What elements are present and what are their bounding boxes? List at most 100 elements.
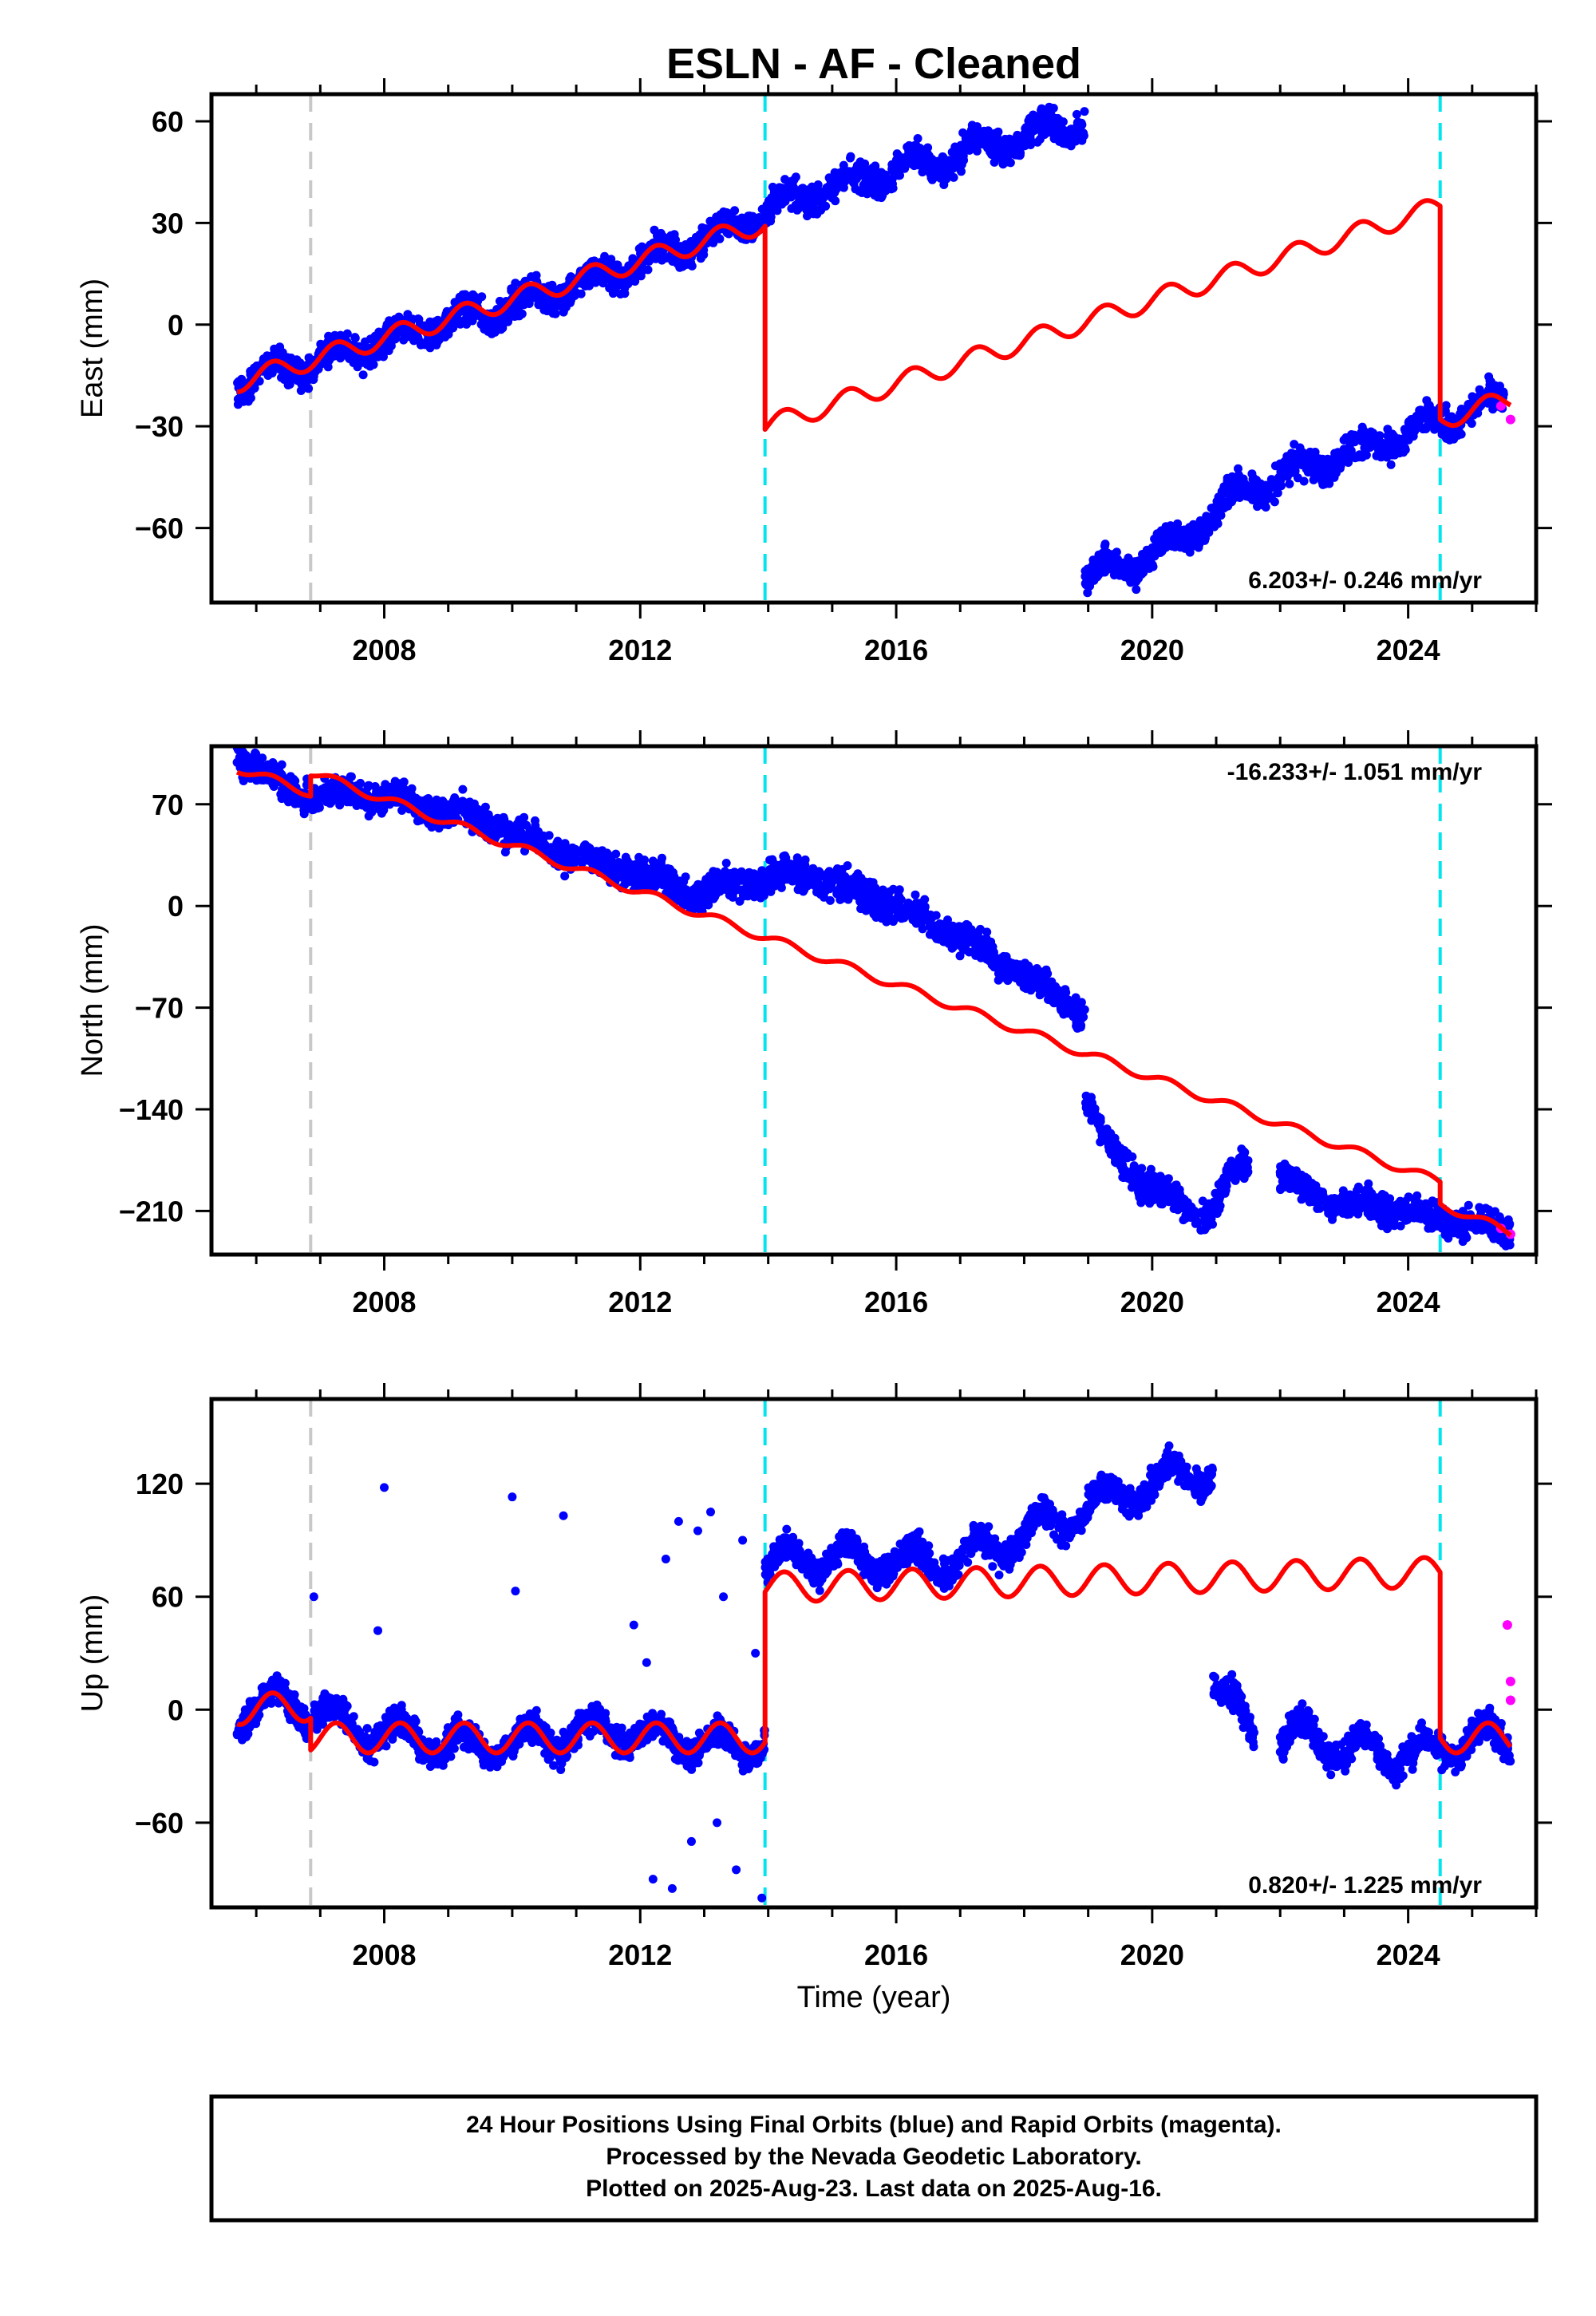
- final-orbit-point-north-1: [1026, 986, 1036, 995]
- final-orbit-point-east-2: [1270, 461, 1280, 471]
- final-orbit-point-north-1: [751, 886, 760, 895]
- final-orbit-point-east-1: [1080, 107, 1089, 117]
- final-orbit-point-east-0: [233, 378, 243, 388]
- y-tick-label-east: 30: [152, 207, 184, 239]
- final-orbit-point-east-2: [1189, 520, 1199, 530]
- final-orbit-point-north-1: [703, 899, 713, 909]
- final-orbit-point-north-1: [721, 859, 731, 868]
- final-orbit-point-north-1: [952, 937, 962, 947]
- final-orbit-point-east-0: [246, 393, 255, 403]
- final-orbit-point-north-0: [397, 806, 407, 815]
- y-tick-label-east: 60: [152, 105, 184, 138]
- final-orbit-point-north-1: [999, 951, 1009, 961]
- final-orbit-point-east-1: [1073, 118, 1082, 127]
- final-orbit-point-east-0: [643, 265, 653, 275]
- panel-frame-east: [209, 92, 1539, 605]
- final-orbit-point-east-1: [1025, 132, 1035, 141]
- final-orbit-point-east-0: [361, 354, 370, 364]
- final-orbit-point-north-0: [642, 879, 651, 888]
- final-orbit-point-east-0: [349, 354, 358, 364]
- final-orbit-point-east-1: [1037, 104, 1046, 113]
- final-orbit-point-east-2: [1403, 433, 1412, 443]
- final-orbit-point-north-1: [776, 883, 786, 892]
- final-orbit-point-east-2: [1424, 417, 1434, 426]
- final-orbit-point-north-0: [338, 785, 348, 795]
- final-orbit-point-east-0: [296, 386, 306, 395]
- final-orbit-point-east-0: [730, 206, 740, 215]
- final-orbit-point-east-1: [958, 141, 967, 151]
- final-orbit-point-east-1: [1037, 127, 1047, 136]
- final-orbit-point-north-0: [666, 864, 675, 874]
- x-tick-label-east: 2024: [1377, 634, 1440, 666]
- final-orbit-point-east-2: [1152, 533, 1161, 543]
- final-orbit-point-east-1: [922, 152, 931, 162]
- final-orbit-point-east-2: [1100, 548, 1110, 558]
- final-orbit-point-east-2: [1148, 543, 1157, 552]
- final-orbit-point-east-1: [803, 211, 812, 221]
- final-orbit-point-east-2: [1273, 488, 1282, 498]
- final-orbit-point-east-0: [509, 302, 519, 311]
- final-orbit-point-east-2: [1372, 451, 1381, 460]
- final-orbit-point-east-1: [973, 122, 982, 132]
- final-orbit-point-north-1: [843, 861, 852, 871]
- final-orbit-point-east-0: [431, 320, 440, 330]
- final-orbit-point-north-0: [390, 777, 400, 786]
- x-tick-label-east: 2016: [864, 634, 928, 666]
- final-orbit-point-east-2: [1383, 425, 1393, 434]
- final-orbit-point-east-0: [666, 237, 675, 247]
- final-orbit-point-north-0: [663, 884, 673, 894]
- final-orbit-point-east-0: [507, 287, 516, 295]
- final-orbit-point-north-0: [330, 777, 339, 787]
- final-orbit-point-east-2: [1425, 406, 1435, 416]
- final-orbit-point-north-1: [825, 895, 835, 905]
- final-orbit-point-east-2: [1293, 473, 1302, 483]
- final-orbit-point-north-1: [1035, 990, 1045, 1000]
- final-orbit-point-east-2: [1383, 440, 1393, 449]
- final-orbit-point-north-1: [1019, 981, 1029, 990]
- final-orbit-point-north-0: [500, 825, 508, 835]
- final-orbit-point-north-0: [424, 794, 433, 803]
- final-orbit-point-north-1: [923, 914, 933, 923]
- final-orbit-point-east-2: [1131, 557, 1140, 567]
- rate-label-east: 6.203+/- 0.246 mm/yr: [1248, 567, 1482, 594]
- final-orbit-point-east-1: [859, 180, 868, 190]
- final-orbit-point-north-1: [987, 960, 997, 970]
- final-orbit-point-east-2: [1105, 564, 1115, 574]
- final-orbit-point-east-2: [1464, 399, 1473, 409]
- final-orbit-point-east-1: [846, 152, 855, 161]
- final-orbit-point-east-1: [907, 159, 916, 168]
- final-orbit-point-east-0: [531, 287, 541, 297]
- final-orbit-point-east-1: [1038, 114, 1048, 124]
- final-orbit-point-north-0: [648, 875, 658, 883]
- final-orbit-point-north-0: [540, 840, 550, 850]
- final-orbit-point-north-0: [680, 887, 689, 897]
- final-orbit-point-east-0: [655, 232, 665, 242]
- final-orbit-point-east-1: [769, 191, 779, 200]
- final-orbit-point-north-0: [269, 760, 279, 769]
- final-orbit-point-east-2: [1200, 526, 1210, 535]
- final-orbit-point-east-2: [1167, 522, 1176, 532]
- final-orbit-point-north-1: [743, 891, 753, 901]
- final-orbit-point-east-2: [1273, 482, 1282, 492]
- final-orbit-point-north-1: [735, 896, 745, 906]
- final-orbit-point-east-2: [1264, 485, 1274, 495]
- final-orbit-point-north-1: [809, 875, 819, 885]
- final-orbit-point-east-2: [1318, 480, 1328, 489]
- final-orbit-point-east-1: [1029, 110, 1038, 120]
- final-orbit-point-east-1: [958, 149, 968, 159]
- final-orbit-point-north-1: [874, 907, 883, 916]
- final-orbit-point-east-0: [738, 215, 748, 225]
- final-orbit-point-east-2: [1341, 433, 1351, 442]
- final-orbit-point-east-2: [1083, 588, 1092, 598]
- final-orbit-point-north-0: [654, 879, 664, 888]
- final-orbit-point-east-1: [894, 164, 903, 174]
- final-orbit-point-east-2: [1255, 500, 1265, 509]
- final-orbit-point-east-1: [957, 167, 966, 176]
- final-orbit-point-north-1: [1015, 960, 1025, 970]
- final-orbit-point-north-1: [820, 888, 828, 898]
- final-orbit-point-north-1: [1041, 984, 1050, 994]
- final-orbit-point-east-1: [1049, 104, 1058, 113]
- final-orbit-point-east-0: [470, 292, 480, 302]
